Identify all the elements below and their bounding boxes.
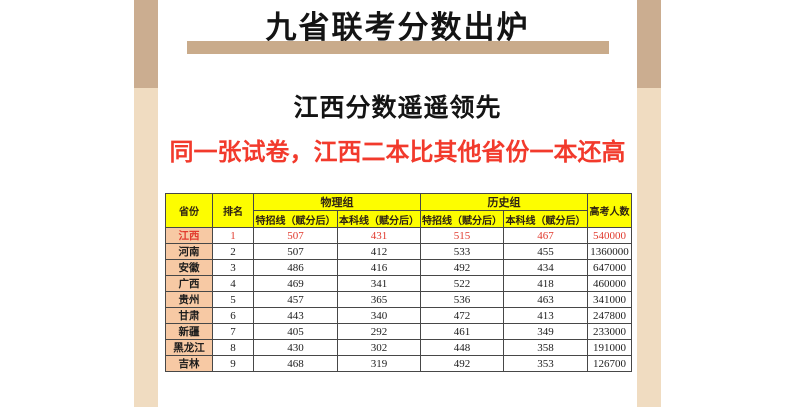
province-cell: 甘肃 [165, 307, 213, 324]
header-rank: 排名 [212, 193, 254, 228]
candidates-cell: 341000 [587, 291, 632, 308]
province-cell: 黑龙江 [165, 339, 213, 356]
table-row: 甘肃 6 443 340 472 413 247800 [165, 307, 632, 324]
province-cell: 江西 [165, 227, 213, 244]
header-phy-undergrad-line: 本科线（赋分后） [337, 210, 421, 228]
table-row: 河南 2 507 412 533 455 1360000 [165, 243, 632, 260]
his-special-cell: 472 [420, 307, 504, 324]
phy-special-cell: 443 [253, 307, 338, 324]
phy-undergrad-cell: 340 [337, 307, 421, 324]
candidates-cell: 247800 [587, 307, 632, 324]
his-undergrad-cell: 418 [503, 275, 588, 292]
header-his-special-line: 特招线（赋分后） [420, 210, 504, 228]
header-his-undergrad-line: 本科线（赋分后） [503, 210, 588, 228]
score-table-header: 省份 排名 物理组 历史组 高考人数 特招线（赋分后） 本科线（赋分后） 特招线… [165, 193, 632, 228]
table-row: 江西 1 507 431 515 467 540000 [165, 227, 632, 244]
his-special-cell: 522 [420, 275, 504, 292]
his-special-cell: 536 [420, 291, 504, 308]
his-special-cell: 533 [420, 243, 504, 260]
table-row: 黑龙江 8 430 302 448 358 191000 [165, 339, 632, 356]
rank-cell: 5 [212, 291, 254, 308]
his-special-cell: 515 [420, 227, 504, 244]
candidates-cell: 1360000 [587, 243, 632, 260]
header-physics-group: 物理组 [253, 193, 421, 211]
phy-special-cell: 486 [253, 259, 338, 276]
table-row: 广西 4 469 341 522 418 460000 [165, 275, 632, 292]
right-decor-bar [637, 0, 661, 407]
province-cell: 安徽 [165, 259, 213, 276]
his-undergrad-cell: 413 [503, 307, 588, 324]
table-row: 新疆 7 405 292 461 349 233000 [165, 323, 632, 340]
page-title: 九省联考分数出炉 [265, 10, 530, 45]
table-row: 吉林 9 468 319 492 353 126700 [165, 355, 632, 372]
rank-cell: 8 [212, 339, 254, 356]
header-phy-special-line: 特招线（赋分后） [253, 210, 338, 228]
province-cell: 贵州 [165, 291, 213, 308]
his-undergrad-cell: 455 [503, 243, 588, 260]
phy-special-cell: 405 [253, 323, 338, 340]
rank-cell: 4 [212, 275, 254, 292]
his-special-cell: 492 [420, 355, 504, 372]
phy-undergrad-cell: 431 [337, 227, 421, 244]
highlight-banner: 同一张试卷，江西二本比其他省份一本还高 [169, 139, 626, 166]
rank-cell: 7 [212, 323, 254, 340]
his-special-cell: 461 [420, 323, 504, 340]
rank-cell: 2 [212, 243, 254, 260]
score-table-body: 江西 1 507 431 515 467 540000 河南 2 507 412 533 455 1360… [165, 227, 632, 372]
rank-cell: 6 [212, 307, 254, 324]
his-special-cell: 492 [420, 259, 504, 276]
table-row: 贵州 5 457 365 536 463 341000 [165, 291, 632, 308]
phy-undergrad-cell: 365 [337, 291, 421, 308]
header-candidates: 高考人数 [587, 193, 632, 228]
his-undergrad-cell: 467 [503, 227, 588, 244]
phy-undergrad-cell: 319 [337, 355, 421, 372]
title-underline-bar [187, 41, 609, 54]
score-table: 省份 排名 物理组 历史组 高考人数 特招线（赋分后） 本科线（赋分后） 特招线… [165, 193, 632, 372]
candidates-cell: 191000 [587, 339, 632, 356]
his-undergrad-cell: 349 [503, 323, 588, 340]
candidates-cell: 233000 [587, 323, 632, 340]
subtitle: 江西分数遥遥领先 [293, 94, 502, 122]
candidates-cell: 540000 [587, 227, 632, 244]
table-row: 安徽 3 486 416 492 434 647000 [165, 259, 632, 276]
phy-special-cell: 430 [253, 339, 338, 356]
rank-cell: 9 [212, 355, 254, 372]
phy-undergrad-cell: 302 [337, 339, 421, 356]
phy-undergrad-cell: 416 [337, 259, 421, 276]
phy-special-cell: 469 [253, 275, 338, 292]
phy-special-cell: 457 [253, 291, 338, 308]
phy-special-cell: 507 [253, 243, 338, 260]
phy-special-cell: 468 [253, 355, 338, 372]
poster: 九省联考分数出炉 江西分数遥遥领先 同一张试卷，江西二本比其他省份一本还高 省份… [134, 0, 661, 407]
candidates-cell: 126700 [587, 355, 632, 372]
candidates-cell: 460000 [587, 275, 632, 292]
his-undergrad-cell: 463 [503, 291, 588, 308]
province-cell: 吉林 [165, 355, 213, 372]
phy-undergrad-cell: 292 [337, 323, 421, 340]
province-cell: 新疆 [165, 323, 213, 340]
header-history-group: 历史组 [420, 193, 588, 211]
left-decor-bar [134, 0, 158, 407]
header-province: 省份 [165, 193, 213, 228]
his-undergrad-cell: 353 [503, 355, 588, 372]
province-cell: 河南 [165, 243, 213, 260]
rank-cell: 1 [212, 227, 254, 244]
phy-undergrad-cell: 412 [337, 243, 421, 260]
rank-cell: 3 [212, 259, 254, 276]
phy-undergrad-cell: 341 [337, 275, 421, 292]
his-special-cell: 448 [420, 339, 504, 356]
his-undergrad-cell: 434 [503, 259, 588, 276]
candidates-cell: 647000 [587, 259, 632, 276]
province-cell: 广西 [165, 275, 213, 292]
phy-special-cell: 507 [253, 227, 338, 244]
his-undergrad-cell: 358 [503, 339, 588, 356]
